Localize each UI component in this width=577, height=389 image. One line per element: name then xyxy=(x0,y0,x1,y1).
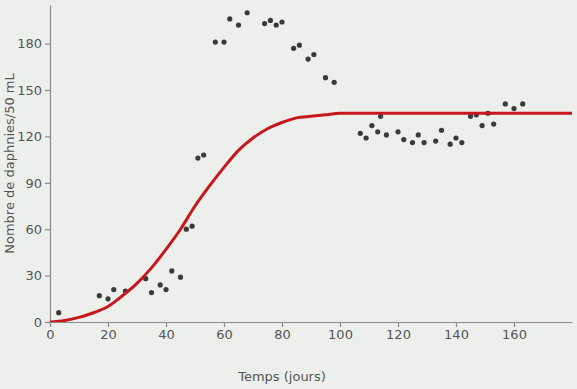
point xyxy=(422,140,427,145)
tick-mark xyxy=(45,90,50,91)
tick-mark xyxy=(45,44,50,45)
tick-label: 30 xyxy=(25,268,42,283)
tick: 120 xyxy=(17,129,50,144)
point xyxy=(416,132,421,137)
point xyxy=(306,57,311,62)
point xyxy=(111,287,116,292)
tick-label: 180 xyxy=(17,36,42,51)
point xyxy=(491,121,496,126)
point xyxy=(97,293,102,298)
point xyxy=(384,132,389,137)
point xyxy=(163,287,168,292)
curve xyxy=(50,113,572,322)
tick: 120 xyxy=(386,322,411,342)
tick-mark xyxy=(45,276,50,277)
tick-mark xyxy=(45,136,50,137)
point xyxy=(245,10,250,15)
point xyxy=(453,135,458,140)
tick-label: 140 xyxy=(444,327,469,342)
point xyxy=(480,123,485,128)
point xyxy=(169,268,174,273)
axis-line xyxy=(51,322,573,323)
tick-label: 150 xyxy=(17,83,42,98)
points xyxy=(56,10,525,315)
tick-label: 120 xyxy=(17,129,42,144)
point xyxy=(195,155,200,160)
point xyxy=(201,152,206,157)
point xyxy=(503,101,508,106)
tick-label: 90 xyxy=(25,175,42,190)
point xyxy=(323,75,328,80)
point xyxy=(213,40,218,45)
point xyxy=(262,21,267,26)
tick-label: 100 xyxy=(328,327,353,342)
tick-label: 40 xyxy=(158,327,175,342)
point xyxy=(439,128,444,133)
y-axis: 0 30 60 90 120 150 180 xyxy=(17,6,50,330)
point xyxy=(297,43,302,48)
point xyxy=(375,129,380,134)
tick-mark xyxy=(45,229,50,230)
tick: 100 xyxy=(328,322,353,342)
tick-label: 60 xyxy=(25,222,42,237)
point xyxy=(184,227,189,232)
tick-mark xyxy=(45,183,50,184)
tick-label: 0 xyxy=(46,327,54,342)
point xyxy=(279,19,284,24)
tick-mark xyxy=(45,322,50,323)
marks xyxy=(50,10,572,322)
point xyxy=(448,142,453,147)
tick: 140 xyxy=(444,322,469,342)
point xyxy=(332,80,337,85)
point xyxy=(178,275,183,280)
x-axis: 0 20 40 60 80 100 120 140 160 xyxy=(46,322,572,342)
plot: 0 20 40 60 80 100 120 140 160 0 30 60 90 120 150 180 xyxy=(17,6,572,343)
point xyxy=(227,16,232,21)
tick: 180 xyxy=(17,36,50,51)
tick-label: 60 xyxy=(216,327,233,342)
point xyxy=(433,138,438,143)
tick: 80 xyxy=(274,322,291,342)
tick-label: 80 xyxy=(274,327,291,342)
tick: 60 xyxy=(25,222,50,237)
tick: 150 xyxy=(17,83,50,98)
point xyxy=(274,23,279,28)
axis-line xyxy=(50,6,51,323)
point xyxy=(221,40,226,45)
tick: 60 xyxy=(216,322,233,342)
point xyxy=(105,296,110,301)
point xyxy=(511,106,516,111)
chart: 0 20 40 60 80 100 120 140 160 0 30 60 90 120 150 180 Tem… xyxy=(0,0,577,389)
tick: 40 xyxy=(158,322,175,342)
point xyxy=(311,52,316,57)
tick: 160 xyxy=(502,322,527,342)
y-axis-title: Nombre de daphnies/50 mL xyxy=(2,73,17,254)
tick: 30 xyxy=(25,268,50,283)
point xyxy=(459,140,464,145)
tick: 90 xyxy=(25,175,50,190)
point xyxy=(364,135,369,140)
point xyxy=(236,23,241,28)
point xyxy=(395,129,400,134)
tick-label: 120 xyxy=(386,327,411,342)
point xyxy=(56,310,61,315)
point xyxy=(268,18,273,23)
tick: 20 xyxy=(100,322,117,342)
tick-label: 160 xyxy=(502,327,527,342)
point xyxy=(369,123,374,128)
point xyxy=(291,46,296,51)
point xyxy=(190,224,195,229)
point xyxy=(520,101,525,106)
tick: 0 xyxy=(34,315,50,330)
tick-label: 20 xyxy=(100,327,117,342)
point xyxy=(149,290,154,295)
tick-label: 0 xyxy=(34,315,42,330)
point xyxy=(401,137,406,142)
point xyxy=(410,140,415,145)
point xyxy=(358,131,363,136)
point xyxy=(158,282,163,287)
tick: 0 xyxy=(46,322,54,342)
x-axis-title: Temps (jours) xyxy=(237,369,326,384)
